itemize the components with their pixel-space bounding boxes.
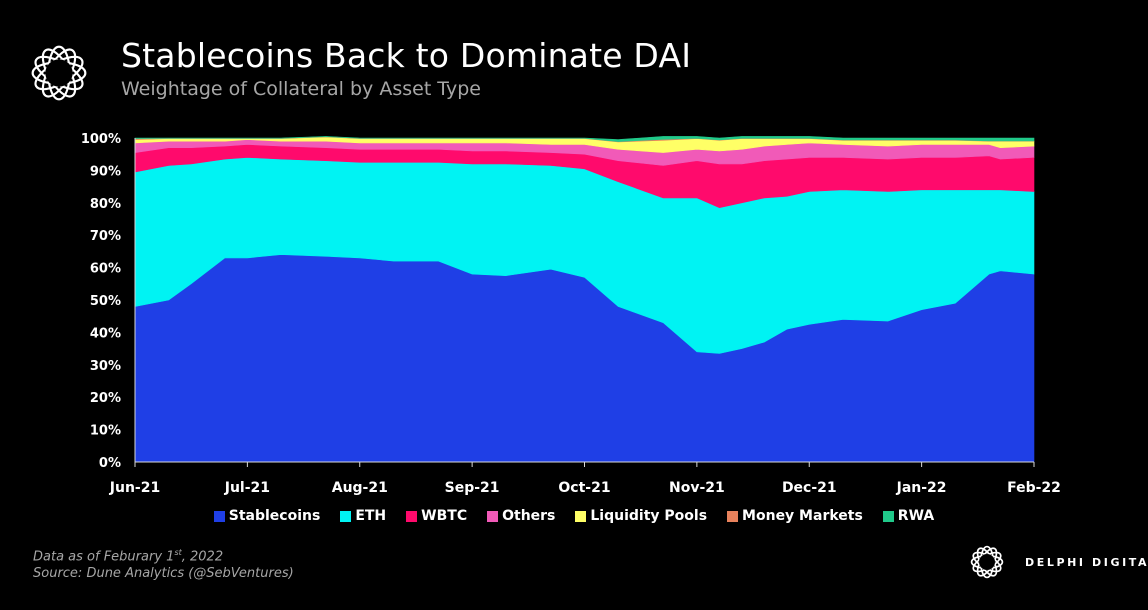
legend-item-rwa: RWA [882, 508, 935, 524]
data-as-of-note: Data as of Feburary 1st, 2022 [33, 548, 224, 565]
y-tick-label: 40% [90, 326, 121, 341]
legend-label: Stablecoins [228, 508, 321, 524]
legend-swatch [406, 510, 418, 522]
brand-name: DELPHI DIGITAL [1025, 555, 1148, 569]
footnote: Data as of Feburary 1st, 2022 Source: Du… [33, 544, 294, 582]
y-tick-label: 80% [90, 197, 121, 212]
legend-item-wbtc: WBTC [406, 508, 467, 524]
y-tick-label: 70% [90, 229, 121, 244]
legend-item-money-markets: Money Markets [727, 508, 863, 524]
legend-item-liquidity-pools: Liquidity Pools [575, 508, 707, 524]
legend-swatch [727, 510, 739, 522]
delphi-flower-logo-icon [31, 45, 87, 101]
stacked-area-chart: 0% 10% 20% 30% 40% 50% 60% 70% 80% 90% 100% Jun-21 J… [81, 132, 1061, 496]
x-tick-label: Sep-21 [445, 480, 500, 496]
legend-label: WBTC [421, 508, 468, 524]
source-note: Source: Dune Analytics (@SebVentures) [33, 566, 294, 582]
legend-swatch [487, 510, 499, 522]
chart-subtitle: Weightage of Collateral by Asset Type [121, 78, 481, 100]
x-tick-label: Jun-21 [109, 480, 160, 496]
y-tick-label: 20% [90, 391, 121, 406]
y-tick-label: 10% [90, 424, 121, 439]
x-tick-label: Jul-21 [224, 480, 270, 496]
y-tick-label: 30% [90, 359, 121, 374]
area-rwa [134, 136, 1035, 142]
legend-label: RWA [897, 508, 935, 524]
legend-swatch [882, 510, 894, 522]
delphi-flower-small-icon [970, 545, 1004, 579]
legend-label: Others [502, 508, 556, 524]
legend-item-stablecoins: Stablecoins [213, 508, 321, 524]
x-tick-label: Oct-21 [558, 480, 610, 496]
legend-label: Money Markets [742, 508, 863, 524]
y-tick-label: 90% [90, 164, 121, 179]
legend-label: ETH [355, 508, 387, 524]
y-tick-label: 0% [99, 456, 121, 471]
x-tick-label: Feb-22 [1007, 480, 1061, 496]
x-tick-label: Jan-22 [896, 480, 947, 496]
y-tick-label: 60% [90, 262, 121, 277]
legend-item-eth: ETH [340, 508, 386, 524]
x-tick-label: Nov-21 [669, 480, 725, 496]
legend-swatch [340, 510, 352, 522]
x-tick-label: Aug-21 [332, 480, 388, 496]
legend-swatch [213, 510, 225, 522]
legend-label: Liquidity Pools [590, 508, 708, 524]
chart-legend: Stablecoins ETH WBTC Others Liquidity Pools M… [0, 508, 1148, 524]
y-tick-label: 100% [81, 132, 121, 147]
brand-mark: DELPHI DIGITAL [963, 538, 1148, 586]
legend-item-others: Others [487, 508, 555, 524]
x-tick-label: Dec-21 [782, 480, 837, 496]
legend-swatch [575, 510, 587, 522]
y-tick-label: 50% [90, 294, 121, 309]
chart-title: Stablecoins Back to Dominate DAI [121, 36, 692, 75]
